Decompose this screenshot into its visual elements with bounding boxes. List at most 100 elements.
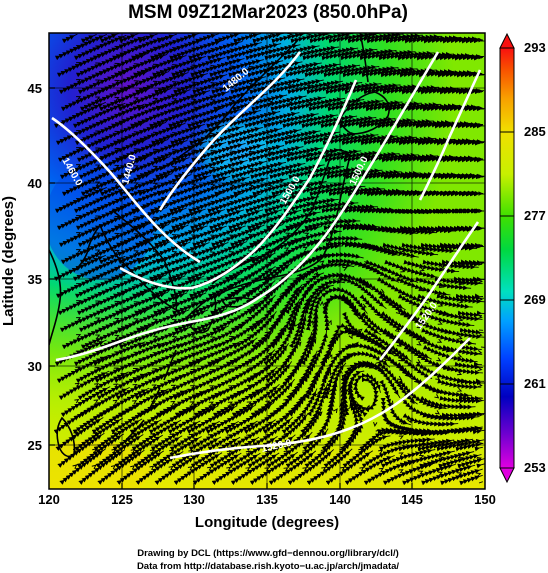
- streamline-arrow: [457, 387, 463, 392]
- streamline-arrow: [477, 314, 483, 319]
- streamline-arrow: [439, 265, 445, 270]
- streamline-arrow: [319, 260, 325, 265]
- streamline-arrow: [478, 174, 484, 179]
- streamline-arrow: [476, 472, 482, 477]
- colorbar-tick-253: 253: [524, 460, 546, 475]
- streamline-arrow: [95, 334, 101, 339]
- streamline-arrow: [72, 464, 78, 469]
- streamline-arrow: [398, 435, 404, 440]
- streamline: [461, 344, 482, 352]
- streamline-arrow: [302, 467, 308, 472]
- streamline-arrow: [478, 191, 484, 196]
- streamline: [419, 310, 475, 328]
- contour-1440: [158, 51, 302, 211]
- coastline-taiwan: [56, 416, 76, 458]
- streamline-arrow: [458, 262, 464, 268]
- streamline-arrow: [438, 421, 444, 427]
- y-axis-label: Latitude (degrees): [0, 196, 17, 326]
- streamline-arrow: [477, 366, 483, 372]
- streamline: [304, 218, 361, 231]
- streamline-arrow: [187, 466, 193, 471]
- colorbar-tick-277: 277: [524, 208, 546, 223]
- streamline-arrow: [399, 420, 405, 425]
- streamline: [473, 361, 483, 367]
- streamline-arrow: [93, 399, 99, 404]
- streamline-arrow: [226, 466, 232, 472]
- streamline: [454, 361, 483, 370]
- streamline-arrow: [91, 464, 97, 470]
- streamline-arrow: [76, 334, 82, 339]
- streamline: [455, 442, 484, 452]
- streamline: [442, 344, 483, 357]
- streamline-arrow: [476, 456, 482, 462]
- y-tick-35: 35: [28, 272, 42, 287]
- streamline-arrow: [324, 218, 330, 224]
- height-contours: [51, 51, 482, 460]
- coastline-china: [49, 249, 62, 346]
- streamline-arrow: [110, 464, 116, 470]
- streamline-arrow: [478, 105, 484, 111]
- x-tick-150: 150: [474, 492, 496, 507]
- streamline-arrow: [457, 472, 463, 477]
- streamline-arrow: [340, 466, 346, 472]
- streamline: [460, 411, 485, 418]
- streamline-arrow: [133, 182, 139, 187]
- streamline-arrow: [344, 237, 350, 243]
- streamline-arrow: [245, 467, 251, 472]
- streamline-arrow: [419, 267, 425, 272]
- contour-1520: [169, 337, 471, 460]
- streamline-arrow: [477, 350, 483, 355]
- streamline-arrow: [284, 247, 290, 252]
- streamline-arrow: [208, 401, 214, 406]
- colorbar-tick-269: 269: [524, 292, 546, 307]
- streamline-arrow: [172, 183, 178, 188]
- streamline-arrow: [189, 401, 195, 406]
- streamline-arrow: [76, 181, 82, 186]
- map-title: MSM 09Z12Mar2023 (850.0hPa): [128, 2, 408, 23]
- streamline-arrow: [152, 182, 159, 187]
- streamline: [459, 327, 484, 335]
- streamline: [437, 378, 482, 390]
- contour-1520-east: [378, 221, 480, 361]
- streamline-arrow: [152, 335, 158, 340]
- streamline-arrow: [330, 337, 335, 343]
- streamline-arrow: [378, 467, 384, 473]
- streamline-arrow: [437, 320, 443, 325]
- streamline: [457, 458, 485, 469]
- streamline-arrow: [170, 400, 176, 406]
- streamline: [459, 474, 483, 486]
- streamline-arrow: [321, 466, 327, 472]
- y-axis: [49, 87, 55, 446]
- streamline-arrow: [478, 37, 484, 43]
- streamline-arrow: [477, 332, 483, 337]
- streamline-arrow: [477, 398, 484, 403]
- coastline-sakhalin: [359, 33, 369, 83]
- colorbar-gradient: [499, 47, 515, 469]
- streamline-arrow: [458, 299, 464, 304]
- colorbar-bottom-arrow: [499, 467, 515, 484]
- credit-data: Data from http://database.rish.kyoto−u.a…: [137, 561, 399, 572]
- x-tick-130: 130: [183, 492, 205, 507]
- streamline-arrow: [457, 353, 463, 358]
- streamline-arrow: [95, 181, 101, 186]
- coastline-hokkaido: [339, 91, 390, 135]
- streamline: [474, 293, 484, 299]
- streamline-arrow: [283, 467, 289, 472]
- colorbar-tick-293: 293: [524, 40, 546, 55]
- streamline-arrow: [478, 261, 484, 266]
- x-tick-135: 135: [256, 492, 278, 507]
- streamline-arrow: [130, 465, 136, 470]
- colorbar: 293 285 277 269 261 253: [499, 32, 546, 484]
- streamline-arrow: [477, 441, 483, 447]
- streamline-arrow: [436, 357, 442, 362]
- contour-1480: [119, 79, 358, 290]
- x-tick-140: 140: [329, 492, 351, 507]
- streamline: [476, 463, 485, 469]
- x-tick-125: 125: [111, 492, 133, 507]
- streamline-arrow: [112, 399, 118, 404]
- streamline-arrow: [207, 466, 213, 471]
- y-tick-40: 40: [28, 176, 42, 191]
- streamline-arrow: [74, 398, 80, 404]
- streamline: [478, 481, 483, 484]
